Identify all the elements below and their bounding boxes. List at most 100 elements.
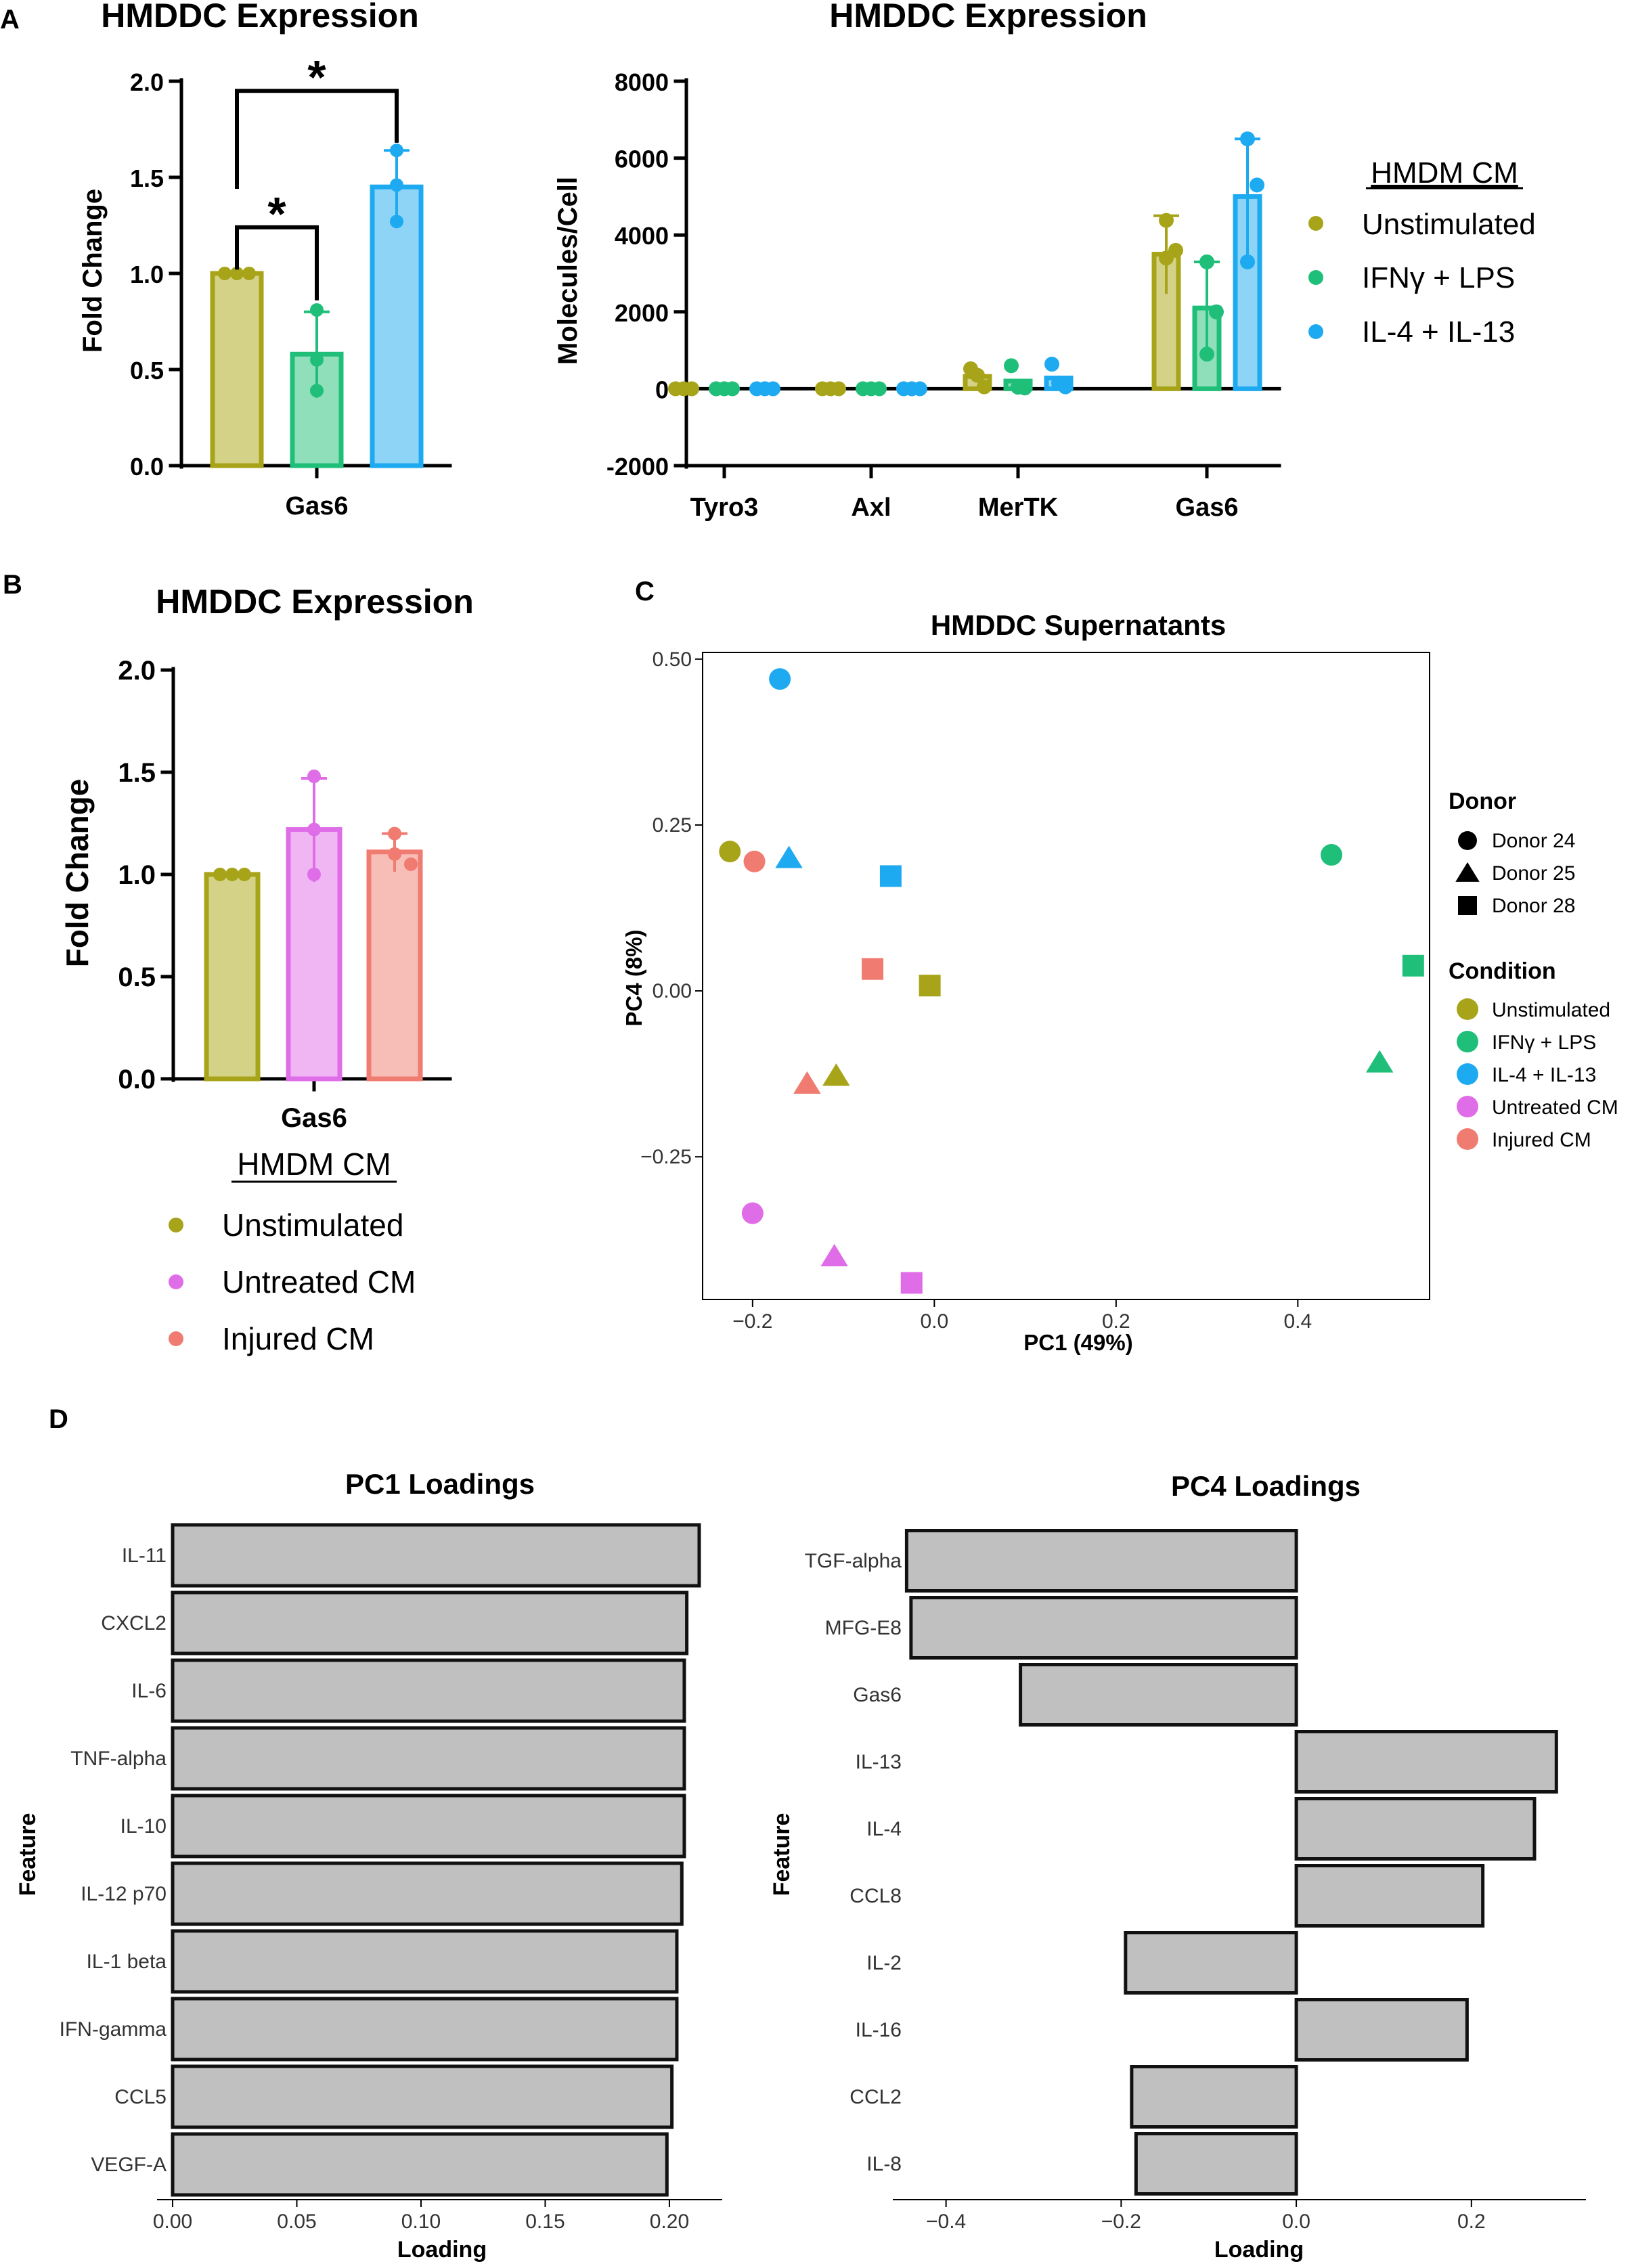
chart-d1-bar <box>171 1523 701 1588</box>
legend-c-donor-2-label: Donor 25 <box>1492 862 1575 885</box>
chart-a1-point <box>310 384 324 398</box>
chart-d2-y-tick-label: CCL8 <box>849 1885 902 1907</box>
chart-d1-x-tick-label: 0.00 <box>153 2210 192 2233</box>
chart-b-point <box>213 868 227 881</box>
legend-c-donor-3-label: Donor 28 <box>1492 895 1575 917</box>
chart-b-point <box>388 826 401 841</box>
chart-d1-y-tick-label: IL-11 <box>122 1544 167 1567</box>
legend-b-item-1-label: Unstimulated <box>222 1207 403 1243</box>
chart-d2-y-tick-label: MFG-E8 <box>825 1617 902 1639</box>
chart-c-point <box>1321 844 1343 866</box>
chart-a1-bar <box>370 184 424 468</box>
chart-d2-bar <box>1134 2132 1298 2196</box>
chart-d1-bar <box>171 1929 679 1994</box>
chart-d2-x-tick-label: 0.2 <box>1457 2210 1486 2233</box>
chart-a1-point <box>310 353 324 367</box>
legend-c-donor-marker <box>1458 831 1477 850</box>
chart-a2-point <box>1209 304 1224 319</box>
chart-d1-y-tick-label: IL-1 beta <box>87 1951 167 1973</box>
chart-a2-point <box>872 381 887 397</box>
chart-d2-y-tick-label: CCL2 <box>849 2086 902 2108</box>
chart-a2-x-tick-label: MerTK <box>978 493 1059 522</box>
chart-b-bar <box>366 849 423 1082</box>
legend-c-condition-marker <box>1457 1031 1478 1052</box>
legend-b-item-2-label: Untreated CM <box>222 1264 416 1299</box>
chart-c-y-tick-label: −0.25 <box>640 1146 692 1168</box>
chart-d1-y-tick-label: IL-10 <box>120 1815 167 1838</box>
chart-d1-bar <box>171 1997 679 2062</box>
chart-c-y-tick-label: 0.25 <box>653 814 692 837</box>
chart-d1-y-tick-label: CXCL2 <box>101 1612 167 1635</box>
chart-d2-x-tick-label: −0.2 <box>1101 2210 1141 2233</box>
panel-label-c: C <box>635 577 655 606</box>
chart-b-y-tick-label: 0.5 <box>118 962 156 992</box>
chart-a2-bar <box>1151 252 1181 391</box>
chart-a2-point <box>766 381 780 397</box>
chart-a2-point <box>1004 358 1019 374</box>
chart-c-title: HMDDC Supernatants <box>931 609 1226 641</box>
chart-c-point <box>741 1202 764 1224</box>
chart-d2-bar <box>1124 1931 1298 1995</box>
chart-d2-bar <box>904 1529 1298 1593</box>
legend-a-marker <box>1308 216 1323 231</box>
chart-d2-y-tick-label: IL-2 <box>866 1952 902 1974</box>
legend-c-donor-title: Donor <box>1449 788 1516 814</box>
chart-d2-bar <box>1294 1730 1558 1794</box>
chart-c-ylabel: PC4 (8%) <box>621 929 646 1026</box>
chart-d2-bar <box>1294 1864 1485 1928</box>
chart-a2-point <box>684 381 699 397</box>
chart-d1-title: PC1 Loadings <box>345 1468 535 1500</box>
legend-c-condition-marker <box>1457 1128 1478 1150</box>
chart-c-point <box>822 1063 850 1086</box>
chart-c-x-tick-label: −0.2 <box>732 1310 772 1333</box>
chart-d1-bar <box>171 2132 669 2197</box>
chart-a1-point <box>390 178 403 192</box>
legend-c-condition-3-label: IL-4 + IL-13 <box>1492 1064 1596 1086</box>
legend-c-donor-marker <box>1455 862 1480 882</box>
chart-d2-ylabel: Feature <box>769 1813 795 1896</box>
chart-marks: 0.0 0.5 1.0 1.5 2.0 * * -2000 0 2000 4000 6000 8000 T… <box>60 51 1586 2233</box>
chart-c-point <box>1402 954 1424 977</box>
chart-a1-sig-bracket <box>235 225 319 301</box>
panel-label-d: D <box>49 1404 68 1434</box>
chart-a1-point <box>230 267 244 280</box>
legend-c-condition-title: Condition <box>1449 958 1556 984</box>
chart-d1-y-tick-label: CCL5 <box>114 2086 167 2108</box>
chart-d2-y-tick-label: IL-4 <box>866 1818 902 1840</box>
chart-a2-point <box>1044 357 1059 372</box>
chart-b-xlabel: Gas6 <box>281 1103 347 1133</box>
chart-d1-bar <box>171 1591 689 1655</box>
chart-a1-ylabel: Fold Change <box>78 189 108 353</box>
chart-d2-x-tick-label: 0.0 <box>1282 2210 1310 2233</box>
chart-d2-y-tick-label: TGF-alpha <box>805 1550 902 1572</box>
chart-b-title: HMDDC Expression <box>156 583 474 621</box>
chart-a1-point <box>310 303 324 317</box>
legend-c-donor-marker <box>1458 896 1477 915</box>
chart-d2-bar <box>909 1596 1298 1660</box>
chart-c-y-tick-label: 0.50 <box>653 648 692 671</box>
chart-d1-y-tick-label: IL-6 <box>131 1680 167 1702</box>
chart-d2-bar <box>1019 1663 1298 1727</box>
chart-d1-bar <box>171 1658 686 1723</box>
chart-d1-bar <box>171 1861 684 1926</box>
chart-d2-xlabel: Loading <box>1214 2237 1304 2263</box>
chart-d1-bar <box>171 1794 686 1859</box>
chart-b-point <box>307 822 321 837</box>
chart-b-ylabel: Fold Change <box>60 779 95 968</box>
chart-d1-bar <box>171 1726 686 1791</box>
legend-a-item-2-label: IFNγ + LPS <box>1362 261 1515 294</box>
chart-a1-y-tick-label: 2.0 <box>130 68 164 96</box>
chart-a2-point <box>1240 131 1255 147</box>
chart-c-xlabel: PC1 (49%) <box>1023 1330 1132 1355</box>
chart-d2-y-tick-label: IL-8 <box>866 2153 902 2175</box>
chart-a1-sig-label: * <box>267 187 286 240</box>
panel-label-b: B <box>3 570 22 600</box>
chart-d1-x-tick-label: 0.20 <box>650 2210 689 2233</box>
chart-a2-y-tick-label: 8000 <box>615 68 669 96</box>
chart-b-y-tick-label: 2.0 <box>118 656 156 686</box>
chart-a2-y-tick-label: 2000 <box>615 299 669 327</box>
chart-c-point <box>719 841 741 863</box>
chart-b-y-tick-label: 1.5 <box>118 758 156 788</box>
chart-c-y-tick-label: 0.00 <box>653 980 692 1002</box>
chart-a2-y-tick-label: 6000 <box>615 146 669 173</box>
